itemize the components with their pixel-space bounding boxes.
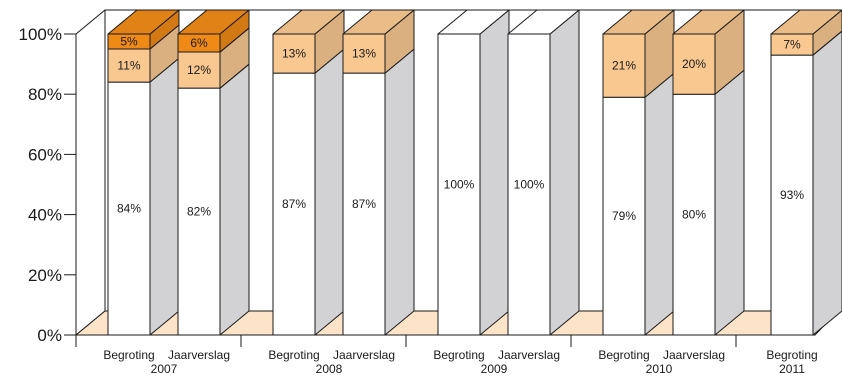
bar-segment-side: [219, 63, 250, 336]
x-group-label: 2007: [151, 362, 178, 376]
bar-top: [770, 9, 842, 35]
bar-segment-side: [479, 9, 510, 336]
y-tick-label: 80%: [28, 85, 62, 104]
bar-top: [342, 9, 415, 35]
bar-segment-label: 79%: [612, 209, 636, 223]
x-category-label: Begroting: [268, 348, 319, 362]
x-category-label: Jaarverslag: [333, 348, 395, 362]
bar-segment-label: 11%: [117, 59, 140, 73]
bar-top: [272, 9, 345, 35]
x-category-label: Begroting: [598, 348, 649, 362]
bar-segment-label: 87%: [282, 197, 306, 211]
x-category-label: Begroting: [433, 348, 484, 362]
bar-segment-label: 6%: [190, 36, 208, 50]
bar-segment-label: 82%: [187, 205, 211, 219]
bar-segment-side: [714, 69, 745, 336]
x-category-label: Begroting: [766, 348, 817, 362]
bar-segment-label: 80%: [682, 208, 706, 222]
bar-segment-side: [384, 48, 415, 336]
y-tick-label: 100%: [19, 25, 62, 44]
bar-segment-label: 100%: [514, 178, 545, 192]
bar-segment-side: [644, 72, 675, 336]
x-category-label: Jaarverslag: [498, 348, 560, 362]
x-category-label: Begroting: [103, 348, 154, 362]
bar-segment-label: 5%: [120, 35, 138, 49]
bar-segment-label: 93%: [780, 188, 804, 202]
bar-segment-label: 13%: [352, 47, 376, 61]
bar-segment-label: 84%: [117, 202, 141, 216]
bar-segment-label: 87%: [352, 197, 376, 211]
bar-top: [672, 9, 745, 35]
x-group-label: 2010: [646, 362, 673, 376]
bar-top: [602, 9, 675, 35]
bar-top: [177, 9, 250, 35]
y-tick-label: 40%: [28, 206, 62, 225]
chart-side-wall: [75, 9, 106, 336]
bar-top: [437, 9, 510, 35]
y-tick-label: 60%: [28, 145, 62, 164]
bar-segment-label: 20%: [682, 57, 706, 71]
bar-segment-label: 12%: [187, 63, 211, 77]
bar-segment-label: 21%: [612, 59, 636, 73]
x-category-label: Jaarverslag: [168, 348, 230, 362]
bar-segment-label: 100%: [444, 178, 475, 192]
x-group-label: 2008: [316, 362, 343, 376]
bar-segment-side: [812, 30, 842, 336]
bar-top: [507, 9, 580, 35]
bar-segment-label: 7%: [783, 38, 801, 52]
y-tick-label: 0%: [37, 326, 62, 345]
bar-top: [107, 9, 180, 35]
x-group-label: 2011: [779, 362, 805, 376]
bar-segment-side: [549, 9, 580, 336]
x-group-label: 2009: [481, 362, 508, 376]
bar-segment-side: [314, 48, 345, 336]
bar-segment-side: [149, 57, 180, 336]
y-tick-label: 20%: [28, 266, 62, 285]
x-category-label: Jaarverslag: [663, 348, 725, 362]
bar-segment-label: 13%: [282, 47, 306, 61]
